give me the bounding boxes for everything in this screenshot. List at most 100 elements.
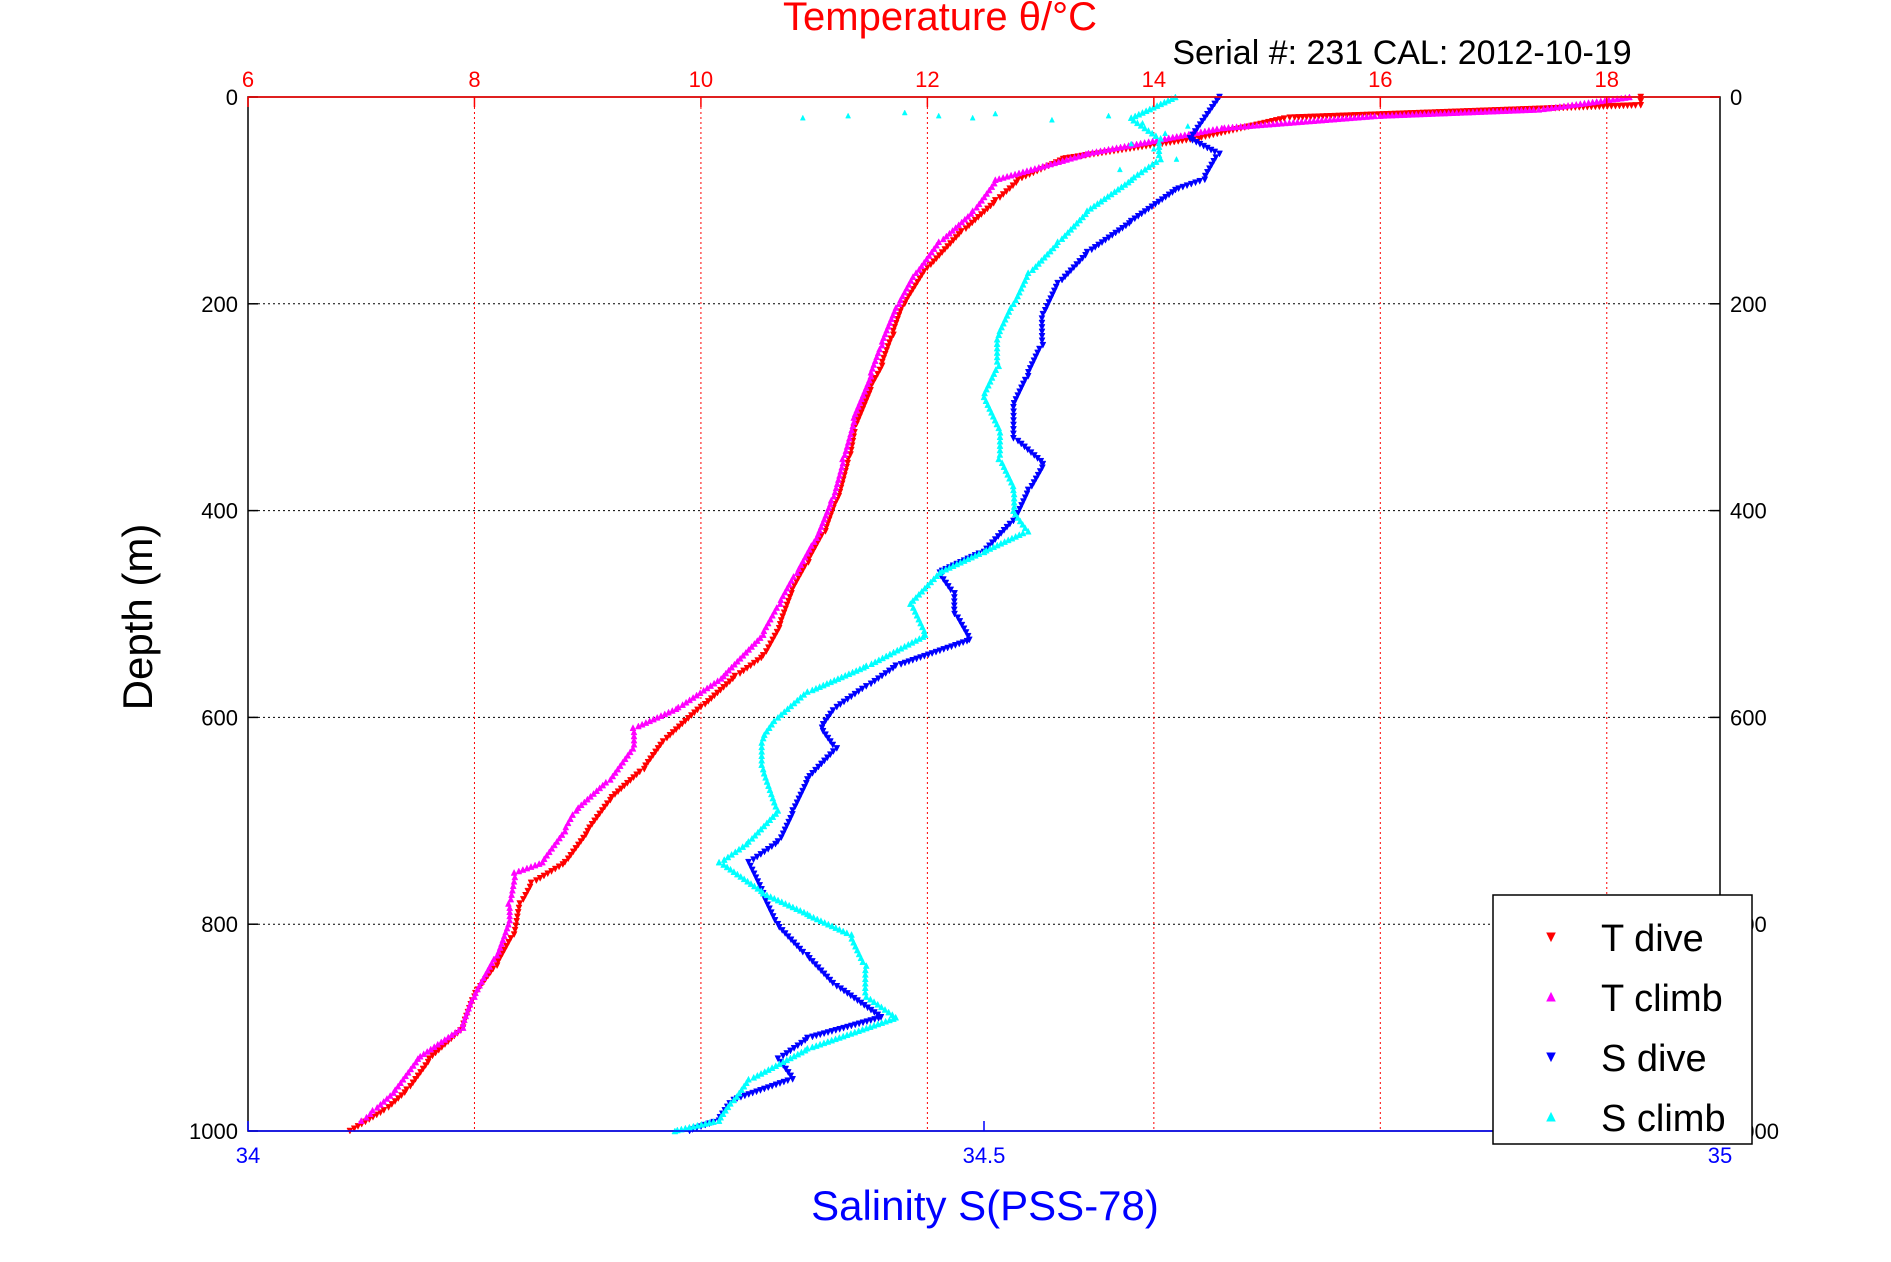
s-climb-point	[797, 693, 804, 701]
s-climb-point	[874, 1000, 882, 1008]
t-climb-point	[1396, 111, 1404, 119]
surface-scatter-point	[799, 114, 806, 121]
s-climb-point	[918, 587, 926, 595]
t-dive-point	[591, 817, 598, 825]
t-climb-point	[1416, 110, 1424, 118]
s-climb-point	[1061, 231, 1069, 239]
t-dive-point	[510, 931, 518, 939]
t-dive-point	[786, 593, 794, 601]
s-dive-point	[1196, 121, 1204, 129]
legend-marker	[1546, 1111, 1556, 1122]
t-climb-point	[912, 269, 920, 277]
t-climb-point	[830, 492, 838, 500]
t-climb-point	[614, 765, 622, 773]
t-dive-point	[880, 354, 888, 362]
s-dive-point	[829, 707, 837, 715]
t-dive-point	[914, 278, 921, 286]
t-climb-point	[1481, 107, 1489, 115]
s-dive-point	[1212, 154, 1220, 162]
t-dive-point	[601, 803, 609, 811]
s-climb-point	[1124, 178, 1132, 186]
s-climb-point	[719, 1110, 727, 1118]
t-climb-point	[764, 619, 772, 627]
s-dive-point	[1038, 319, 1046, 327]
surface-scatter-point	[1173, 155, 1180, 162]
t-climb-point	[918, 262, 926, 270]
s-dive-point	[951, 610, 958, 618]
t-climb-point	[787, 576, 795, 584]
s-climb-point	[862, 993, 870, 1000]
s-dive-point	[1023, 490, 1031, 498]
surface-scatter-point	[1049, 116, 1055, 123]
s-climb-point	[1133, 119, 1141, 127]
s-climb-point	[768, 720, 776, 728]
t-climb-point	[1011, 170, 1019, 178]
t-dive-point	[407, 1082, 414, 1090]
t-climb-point	[985, 186, 993, 194]
t-climb-point	[742, 648, 750, 656]
s-climb-point	[866, 995, 874, 1003]
grid	[248, 97, 1720, 1131]
t-climb-point	[739, 651, 747, 659]
t-climb-point	[807, 541, 815, 549]
s-climb-point	[812, 1042, 820, 1049]
t-climb-point	[1576, 100, 1584, 108]
t-climb-point	[1465, 108, 1473, 116]
y-tick-label-right: 600	[1730, 705, 1767, 730]
t-dive-point	[790, 582, 798, 590]
t-climb-point	[1169, 133, 1177, 141]
t-dive-point	[419, 1065, 427, 1073]
t-climb-point	[1249, 121, 1257, 129]
s-dive-point	[950, 598, 958, 606]
s-climb-point	[915, 590, 923, 598]
t-climb-point	[1425, 110, 1432, 117]
s-dive-point	[1038, 333, 1046, 340]
s-climb-point	[730, 868, 738, 875]
s-climb-point	[927, 578, 935, 586]
t-climb-point	[553, 837, 561, 845]
t-climb-point	[1457, 108, 1465, 116]
s-dive-point	[781, 826, 789, 834]
t-climb-point	[1019, 168, 1027, 176]
s-dive-point	[764, 901, 771, 909]
s-dive-point	[787, 1072, 795, 1080]
t-climb-point	[1318, 116, 1326, 124]
t-dive-point	[414, 1072, 422, 1080]
t-climb-point	[1568, 101, 1576, 109]
t-climb-point	[621, 755, 629, 763]
t-climb-point	[1497, 107, 1505, 115]
t-climb-point	[383, 1094, 391, 1102]
s-climb-point	[744, 877, 751, 885]
s-climb-point	[836, 925, 843, 933]
s-climb-point	[723, 863, 731, 871]
t-climb-point	[1269, 120, 1277, 128]
t-climb-point	[901, 288, 908, 296]
t-dive-point	[775, 624, 783, 632]
s-climb-point	[722, 1106, 729, 1114]
t-climb-point	[1063, 155, 1070, 163]
s-climb-point	[801, 1046, 809, 1054]
surface-scatter-point	[1139, 119, 1146, 126]
s-climb-point	[995, 455, 1003, 463]
t-dive-point	[793, 578, 800, 586]
t-climb-point	[805, 545, 813, 553]
t-climb-point	[785, 580, 793, 588]
s-climb-point	[1008, 534, 1016, 542]
s-dive-point	[1039, 341, 1047, 349]
t-climb-point	[1137, 139, 1145, 147]
s-climb-point	[1024, 527, 1032, 535]
s-climb-point	[760, 822, 768, 830]
s-climb-point	[1082, 210, 1089, 218]
s-dive-point	[1210, 158, 1218, 165]
s-climb-point	[1073, 219, 1081, 227]
s-climb-point	[1118, 183, 1125, 191]
s-climb-point	[1157, 155, 1165, 163]
s-climb-point	[1014, 513, 1022, 521]
s-climb-point	[953, 560, 961, 568]
s-climb-point	[849, 668, 856, 676]
s-climb-point	[757, 1069, 765, 1077]
s-climb-point	[832, 1035, 839, 1043]
t-climb-point	[717, 674, 725, 682]
t-climb-point	[523, 864, 531, 872]
t-climb-point	[1342, 114, 1350, 122]
